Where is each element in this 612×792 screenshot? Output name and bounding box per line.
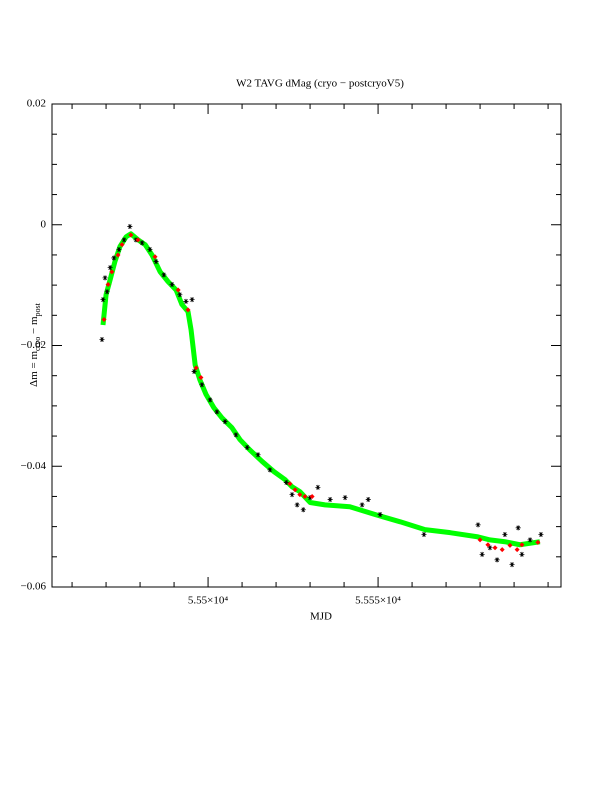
data-point — [527, 537, 533, 543]
data-point — [327, 496, 333, 502]
data-point — [365, 496, 371, 502]
data-point — [255, 452, 261, 458]
data-point — [233, 432, 239, 438]
y-label-part: Δm = m — [28, 351, 40, 387]
binned-point — [499, 547, 505, 553]
binned-point — [185, 307, 191, 313]
binned-point — [135, 237, 141, 243]
binned-point — [477, 537, 483, 543]
y-tick-label: 0 — [41, 218, 47, 230]
y-tick-label: 0.02 — [27, 98, 46, 110]
chart-title: W2 TAVG dMag (cryo − postcryoV5) — [236, 78, 404, 90]
binned-point — [287, 481, 293, 487]
binned-point — [128, 232, 134, 238]
binned-point — [535, 539, 541, 545]
data-point — [183, 298, 189, 304]
data-point — [107, 265, 113, 271]
trend-line — [100, 231, 541, 548]
data-point — [244, 445, 250, 451]
data-point — [487, 545, 493, 551]
data-point — [169, 282, 175, 288]
data-point — [189, 297, 195, 303]
data-point — [421, 531, 427, 537]
binned-point — [193, 365, 199, 371]
binned-point — [292, 487, 298, 493]
data-point — [377, 512, 383, 518]
binned-point — [119, 242, 125, 248]
data-point — [294, 502, 300, 508]
binned-point — [297, 492, 303, 498]
y-label-part: − m — [28, 316, 40, 337]
data-point — [307, 495, 313, 501]
data-point — [207, 397, 213, 403]
data-point — [509, 562, 515, 568]
data-point — [99, 336, 105, 342]
data-point — [222, 419, 228, 425]
y-label-sub: cryo — [33, 337, 42, 351]
data-point — [502, 531, 508, 537]
data-point — [315, 484, 321, 490]
data-point — [127, 224, 133, 230]
binned-point — [105, 282, 111, 288]
data-point — [100, 297, 106, 303]
data-point — [359, 502, 365, 508]
binned-point — [302, 493, 308, 499]
binned-point — [152, 254, 158, 260]
binned-point — [514, 547, 520, 553]
data-point — [116, 247, 122, 253]
data-point — [147, 247, 153, 253]
y-tick-label: −0.06 — [21, 581, 47, 593]
data-point — [214, 409, 220, 415]
y-tick-label: −0.02 — [21, 339, 46, 351]
binned-point — [507, 542, 513, 548]
data-point — [191, 368, 197, 374]
y-tick-label: −0.04 — [21, 460, 47, 472]
data-point — [161, 272, 167, 278]
data-point — [300, 507, 306, 513]
data-point — [102, 275, 108, 281]
y-axis-label: Δm = mcryo − mpost — [28, 302, 42, 386]
binned-point — [101, 317, 107, 323]
x-tick-label: 5.555×10⁴ — [355, 595, 401, 607]
data-point — [111, 255, 117, 261]
data-point — [538, 531, 544, 537]
plot-frame — [51, 103, 562, 588]
x-axis-label: MJD — [310, 611, 332, 623]
data-point — [199, 382, 205, 388]
data-point — [139, 240, 145, 246]
binned-point — [115, 252, 121, 258]
binned-point — [175, 287, 181, 293]
binned-point — [109, 269, 115, 275]
data-point — [494, 557, 500, 563]
y-label-sub: post — [33, 302, 42, 316]
data-point — [515, 525, 521, 531]
data-point — [342, 495, 348, 501]
binned-point — [309, 493, 315, 499]
data-point — [289, 492, 295, 498]
data-point — [267, 467, 273, 473]
binned-point — [198, 374, 204, 380]
x-tick-label: 5.55×10⁴ — [188, 595, 228, 607]
binned-point — [492, 545, 498, 551]
binned-point — [485, 542, 491, 548]
data-point — [475, 522, 481, 528]
data-point — [519, 551, 525, 557]
data-point — [104, 289, 110, 295]
data-point — [479, 551, 485, 557]
data-point — [283, 480, 289, 486]
binned-point — [519, 542, 525, 548]
data-point — [121, 237, 127, 243]
data-point — [153, 259, 159, 265]
data-point — [177, 292, 183, 298]
